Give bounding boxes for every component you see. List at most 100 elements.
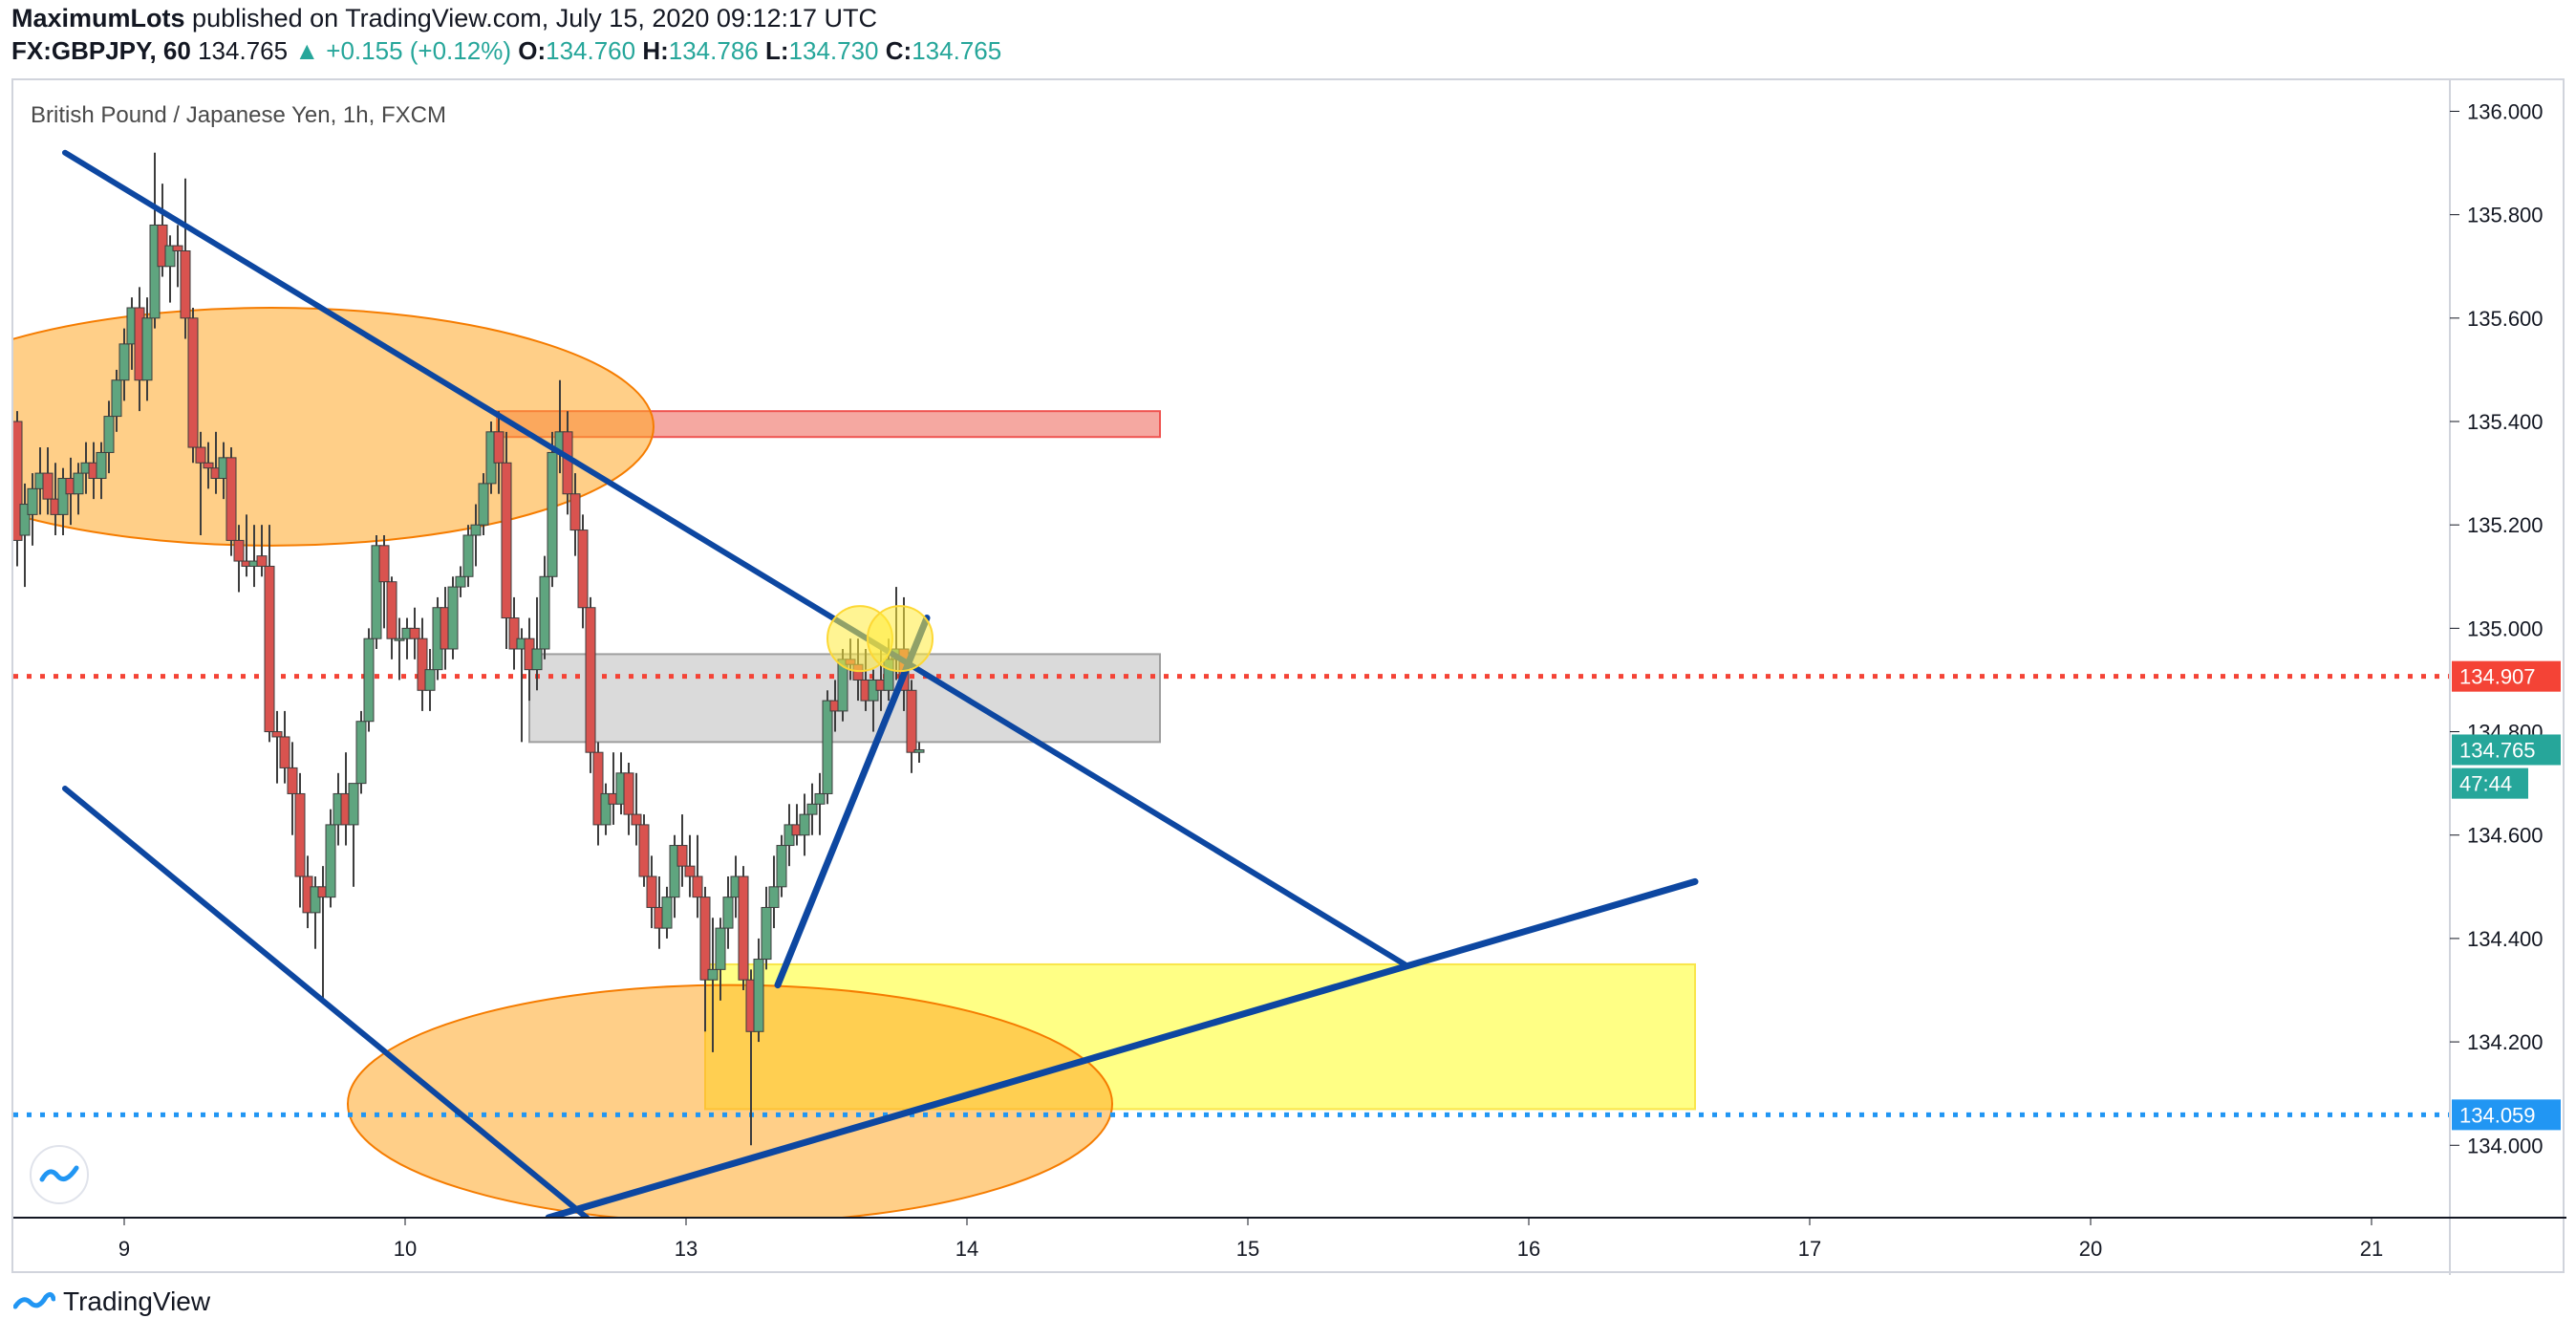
candle (73, 463, 84, 515)
x-tick-label: 14 (955, 1237, 978, 1261)
candle (447, 576, 459, 659)
tradingview-brand[interactable]: TradingView (63, 1286, 211, 1316)
y-tick-label: 135.600 (2467, 307, 2544, 331)
candle-body (57, 478, 69, 515)
y-tick-label: 134.200 (2467, 1030, 2544, 1054)
x-tick-label: 15 (1236, 1237, 1259, 1261)
highlight-ellipse (347, 983, 1113, 1218)
candle (180, 178, 191, 339)
candle-body (363, 638, 375, 723)
candle-body (768, 886, 780, 908)
candle (585, 596, 596, 773)
candle (707, 918, 719, 1052)
publish-header: MaximumLots published on TradingView.com… (11, 4, 877, 33)
price-label-box (2452, 660, 2561, 692)
candle-body (478, 483, 489, 526)
candle-body (600, 792, 612, 826)
candle (768, 855, 780, 929)
trend-line (774, 615, 931, 989)
candle-body (294, 792, 306, 877)
candle-body (348, 783, 359, 826)
candle (822, 690, 833, 805)
candle-body (822, 700, 833, 794)
candle (699, 886, 711, 1032)
candle-body (707, 968, 719, 981)
candle (225, 447, 237, 556)
candle (676, 814, 688, 887)
candle-body (913, 748, 925, 753)
candle (669, 834, 680, 919)
candle (256, 525, 268, 577)
candle (13, 411, 23, 567)
candle-body (669, 845, 680, 898)
candle-body (118, 343, 130, 381)
candle (172, 225, 183, 288)
price-label-box (2452, 767, 2528, 799)
y-tick-label: 134.400 (2467, 927, 2544, 951)
trend-line (545, 877, 1699, 1218)
candle (42, 447, 54, 515)
candle-body (180, 250, 191, 319)
price-label-box (2452, 734, 2561, 766)
candle (539, 555, 550, 659)
candle (363, 628, 375, 732)
price-label: 134.765 (2452, 734, 2561, 766)
candle-body (738, 875, 749, 981)
candle-body (753, 959, 764, 1032)
low-label: L: (764, 36, 789, 65)
candle-body (73, 472, 84, 495)
candle-body (684, 865, 696, 877)
candle (600, 783, 612, 835)
candle-body (371, 545, 382, 639)
price-label-text: 134.059 (2459, 1103, 2536, 1127)
candle-body (42, 472, 54, 500)
candle-body (508, 617, 520, 650)
highlight-circle (867, 605, 934, 673)
candle (164, 235, 176, 303)
close-value: 134.765 (912, 36, 1002, 65)
candle-body (493, 431, 504, 464)
y-tick-label: 135.400 (2467, 410, 2544, 434)
publisher-name[interactable]: MaximumLots (11, 4, 185, 32)
high-label: H: (642, 36, 669, 65)
candle-body (409, 627, 420, 639)
candle-body (776, 845, 787, 888)
candle-body (806, 803, 818, 815)
x-tick-label: 10 (394, 1237, 417, 1261)
candle-body (417, 638, 428, 691)
candle-body (279, 736, 290, 768)
candle (325, 809, 336, 908)
candle (195, 431, 206, 535)
candle-body (149, 224, 161, 319)
candle-body (539, 575, 550, 650)
candle (462, 525, 474, 588)
candle (279, 710, 290, 784)
price-chart[interactable]: British Pound / Japanese Yen, 1h, FXCM 13… (13, 80, 2566, 1275)
candle (111, 369, 122, 432)
candle-body (799, 813, 810, 836)
watermark-wave (39, 1165, 79, 1182)
candle-body (96, 451, 107, 480)
last-price: 134.765 (198, 36, 289, 65)
low-value: 134.730 (788, 36, 879, 65)
up-triangle-icon: ▲ (294, 36, 320, 65)
y-tick-label: 136.000 (2467, 99, 2544, 123)
tradingview-logo-icon[interactable] (13, 1289, 55, 1314)
candle (233, 525, 245, 593)
price-label-text: 47:44 (2459, 772, 2512, 796)
candle-body (631, 813, 642, 826)
candle-body (623, 772, 634, 815)
candle (646, 855, 657, 929)
chart-frame[interactable]: British Pound / Japanese Yen, 1h, FXCM 13… (11, 78, 2566, 1275)
candle-body (271, 731, 283, 738)
candle (814, 772, 826, 835)
candle (287, 742, 298, 835)
candle-body (447, 586, 459, 650)
candle (96, 442, 107, 500)
candle (187, 308, 199, 464)
candle-body (676, 845, 688, 867)
y-tick-label: 134.000 (2467, 1134, 2544, 1157)
candle (355, 710, 367, 794)
candle-body (386, 581, 397, 639)
candle (722, 876, 734, 949)
